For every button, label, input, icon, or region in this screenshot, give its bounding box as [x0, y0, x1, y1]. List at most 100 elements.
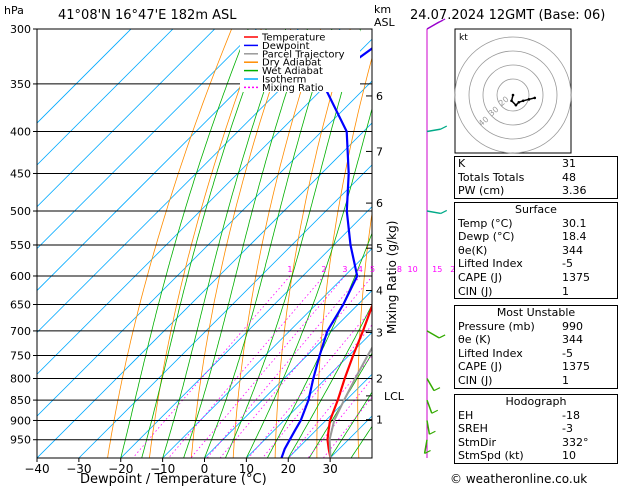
pressure-tick-label: 300	[10, 23, 31, 36]
table-row: Pressure (mb) 990	[455, 320, 617, 334]
pressure-tick-label: 350	[10, 78, 31, 91]
row-value: 344	[562, 333, 614, 347]
pressure-tick-label: 750	[10, 349, 31, 362]
height-tick-label: 6	[376, 197, 383, 210]
hodograph-unit: kt	[459, 33, 468, 43]
row-value: 990	[562, 320, 614, 334]
row-label: CIN (J)	[458, 374, 492, 388]
row-value: 1375	[562, 271, 614, 285]
table-row: θe(K) 344	[455, 244, 617, 258]
wind-barb	[427, 211, 441, 213]
x-axis-title: Dewpoint / Temperature (°C)	[80, 472, 267, 487]
wind-barb	[427, 129, 441, 131]
pressure-tick-label: 600	[10, 270, 31, 283]
legend-label: Mixing Ratio	[262, 83, 324, 94]
wind-profile	[425, 19, 447, 458]
table-row: StmSpd (kt)10	[455, 449, 617, 463]
table-row: Lifted Index-5	[455, 257, 617, 271]
row-value: 344	[562, 244, 614, 258]
mixing-ratio-label: 4	[358, 265, 363, 274]
table-row: SREH-3	[455, 422, 617, 436]
temperature-tick-label: 30	[322, 462, 337, 476]
table-row: CAPE (J) 1375	[455, 360, 617, 374]
table-row: Dewp (°C)18.4	[455, 230, 617, 244]
index-value: 48	[562, 171, 614, 185]
row-value: -18	[562, 409, 614, 423]
row-label: CAPE (J)	[458, 360, 502, 374]
pressure-unit: hPa	[4, 4, 24, 17]
table-row: θe (K) 344	[455, 333, 617, 347]
row-value: -5	[562, 347, 614, 361]
mixing-ratio-line	[249, 276, 400, 458]
hodograph-point	[518, 101, 521, 104]
index-label: K	[458, 157, 465, 171]
wind-barb-flag	[439, 335, 445, 338]
wind-barb-flag	[432, 410, 438, 413]
mixing-ratio-line	[289, 276, 438, 458]
table-row: K 31	[455, 157, 617, 171]
wind-barb	[427, 378, 434, 390]
table-row: Temp (°C) 30.1	[455, 217, 617, 231]
row-label: Lifted Index	[458, 257, 523, 271]
row-label: θe(K)	[458, 244, 487, 258]
pressure-tick-label: 450	[10, 167, 31, 180]
temperature-tick-label: −40	[24, 462, 49, 476]
section-title: Surface	[455, 203, 617, 217]
wind-barb	[427, 400, 432, 413]
height-tick-label: 4	[376, 285, 383, 298]
pressure-tick-label: 950	[10, 434, 31, 447]
hodograph-point	[522, 100, 525, 103]
datetime-label: 24.07.2024 12GMT (Base: 06)	[410, 8, 605, 23]
row-value: 30.1	[562, 217, 614, 231]
table-row: CIN (J)1	[455, 374, 617, 388]
height-tick-label: 2	[376, 372, 383, 385]
row-value: 10	[562, 449, 614, 463]
mixing-ratio-label: 10	[407, 265, 417, 274]
location-label: 41°08'N 16°47'E 182m ASL	[58, 8, 237, 23]
wind-barb-flag	[434, 388, 440, 391]
row-value: 1	[562, 285, 614, 299]
mixing-ratio-label: 3	[342, 265, 347, 274]
wind-barb-flag	[429, 431, 435, 434]
section-title: Most Unstable	[455, 306, 617, 320]
hodograph-point	[533, 97, 536, 100]
y2-axis-title: Mixing Ratio (g/kg)	[385, 221, 399, 334]
unstable-table: Most Unstable Pressure (mb) 990 θe (K) 344…	[454, 305, 618, 389]
hodograph-point	[515, 104, 518, 107]
height-tick-label: 5	[376, 242, 383, 255]
hodograph-frame	[455, 29, 571, 153]
hodograph-point	[512, 94, 515, 97]
row-label: Lifted Index	[458, 347, 523, 361]
section-title: Hodograph	[455, 395, 617, 409]
height-tick-label: 3	[376, 326, 383, 339]
row-label: Pressure (mb)	[458, 320, 535, 334]
wind-barb-flag	[441, 210, 447, 213]
mixing-ratio-label: 5	[370, 265, 375, 274]
mixing-ratio-label: 15	[432, 265, 442, 274]
mixing-ratio-line	[133, 276, 290, 458]
table-row: CAPE (J)1375	[455, 271, 617, 285]
dry-adiabat-line	[397, 17, 442, 462]
pressure-tick-label: 500	[10, 205, 31, 218]
row-value: 1375	[562, 360, 614, 374]
row-label: θe (K)	[458, 333, 491, 347]
index-value: 31	[562, 157, 614, 171]
index-label: PW (cm)	[458, 184, 504, 198]
height-tick-label: LCL	[384, 390, 405, 403]
height-tick-label: 6	[376, 90, 383, 103]
surface-table: Surface Temp (°C) 30.1 Dewp (°C)18.4 θe(K…	[454, 202, 618, 299]
height-tick-label: 7	[376, 145, 383, 158]
table-row: EH-18	[455, 409, 617, 423]
row-label: Dewp (°C)	[458, 230, 514, 244]
hodograph-point	[510, 100, 513, 103]
height-unit-bottom: ASL	[374, 16, 395, 29]
mixing-ratio-labels: 12345810152025	[287, 265, 474, 274]
mixing-ratio-label: 2	[321, 265, 326, 274]
row-label: Temp (°C)	[458, 217, 513, 231]
